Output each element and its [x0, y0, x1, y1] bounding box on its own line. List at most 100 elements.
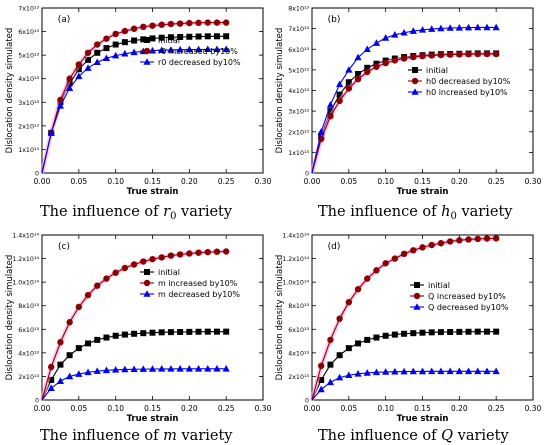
data-point: [326, 378, 335, 386]
data-point: [410, 330, 417, 337]
data-point: [66, 372, 74, 380]
data-point: [149, 35, 156, 42]
x-tick-label: 0.20: [181, 404, 198, 413]
data-point: [483, 23, 491, 31]
panel-caption: The influence of r0 variety: [40, 204, 233, 222]
y-tick-label: 2x10¹³: [288, 129, 309, 136]
data-point: [121, 49, 129, 57]
legend-entry: m increased by10%: [158, 279, 238, 288]
data-point: [103, 334, 110, 341]
y-tick-label: 8x10¹³: [18, 303, 39, 310]
panel-label: (b): [328, 15, 341, 25]
data-point: [336, 352, 343, 359]
data-point: [140, 258, 147, 265]
data-point: [121, 331, 128, 338]
data-point: [131, 37, 138, 44]
x-tick-label: 0.30: [255, 177, 272, 186]
data-point: [130, 48, 138, 56]
data-point: [85, 340, 92, 347]
data-point: [93, 58, 101, 66]
y-tick-label: 0: [35, 171, 39, 178]
data-point: [94, 49, 101, 56]
y-tick-label: 6x10¹³: [18, 29, 39, 36]
chart-panel: 0.00 0.05 0.10 0.15 0.20 0.25 0.30 0 1x10¹³ 2x10¹…: [275, 6, 542, 198]
data-point: [492, 235, 500, 242]
data-point: [112, 269, 119, 276]
data-point: [66, 352, 73, 359]
data-point: [112, 30, 119, 38]
data-point: [364, 64, 371, 71]
data-point: [418, 367, 427, 375]
data-point: [93, 367, 101, 374]
data-point: [446, 367, 454, 375]
y-tick-label: 7x10¹³: [18, 6, 39, 13]
x-tick-label: 0.10: [377, 404, 394, 413]
data-point: [186, 328, 193, 335]
y-axis-label: Dislocation density simulated: [275, 28, 285, 154]
data-point: [48, 376, 55, 383]
legend-marker: [144, 37, 150, 43]
legend-entry: Q increased by10%: [428, 292, 506, 301]
x-tick-label: 0.05: [340, 404, 357, 413]
legend: initial m increased by10% m decreased by10…: [140, 268, 240, 299]
data-point: [140, 23, 147, 31]
y-tick-label: 1x10¹³: [288, 150, 309, 157]
data-point: [409, 27, 417, 34]
legend-entry: r0 increased by10%: [158, 47, 238, 56]
data-point: [121, 264, 129, 272]
data-point: [112, 332, 119, 339]
y-tick-label: 0: [305, 171, 309, 178]
data-point: [372, 39, 381, 46]
data-point: [437, 240, 445, 247]
data-point: [455, 367, 463, 375]
data-point: [121, 27, 129, 35]
series-3: [311, 23, 500, 174]
data-point: [158, 34, 165, 41]
y-tick-label: 2x10¹³: [18, 374, 39, 381]
data-point: [364, 336, 371, 343]
y-tick-label: 1.2x10¹⁴: [12, 256, 39, 263]
data-point: [336, 97, 343, 105]
y-tick-label: 2x10¹³: [288, 374, 309, 381]
x-tick-label: 0.25: [488, 177, 505, 186]
data-point: [131, 330, 138, 337]
data-point: [326, 101, 335, 108]
series-line: [41, 48, 227, 174]
data-point: [185, 45, 193, 53]
series-3: [41, 364, 230, 401]
data-point: [428, 329, 435, 336]
panel-caption: The influence of m variety: [40, 428, 233, 444]
data-point: [336, 80, 344, 88]
data-point: [355, 71, 362, 77]
series-line: [311, 52, 497, 174]
data-point: [158, 365, 166, 372]
series-line: [41, 22, 227, 174]
data-point: [167, 329, 174, 336]
data-point: [419, 329, 426, 336]
data-point: [84, 291, 92, 299]
legend-marker: [413, 303, 421, 310]
data-point: [176, 251, 184, 258]
data-point: [474, 50, 481, 58]
legend: initial Q increased by10% Q decreased by10…: [410, 281, 509, 312]
data-point: [492, 23, 500, 31]
data-point: [75, 72, 83, 80]
series-line: [311, 53, 497, 174]
x-axis-label: True strain: [397, 414, 449, 424]
data-point: [167, 20, 175, 28]
y-tick-label: 5x10¹³: [18, 53, 39, 60]
data-point: [355, 340, 362, 347]
legend: initial r0 increased by10% r0 decreased by…: [140, 36, 241, 67]
data-point: [222, 45, 230, 53]
data-point: [401, 330, 408, 337]
data-point: [75, 66, 82, 73]
data-point: [391, 331, 398, 338]
data-point: [345, 66, 353, 73]
data-point: [400, 28, 408, 36]
data-point: [66, 75, 73, 82]
x-tick-label: 0.30: [255, 404, 272, 413]
data-point: [57, 339, 64, 346]
y-tick-label: 1.0x10¹⁴: [282, 280, 309, 287]
series-2: [39, 19, 230, 174]
